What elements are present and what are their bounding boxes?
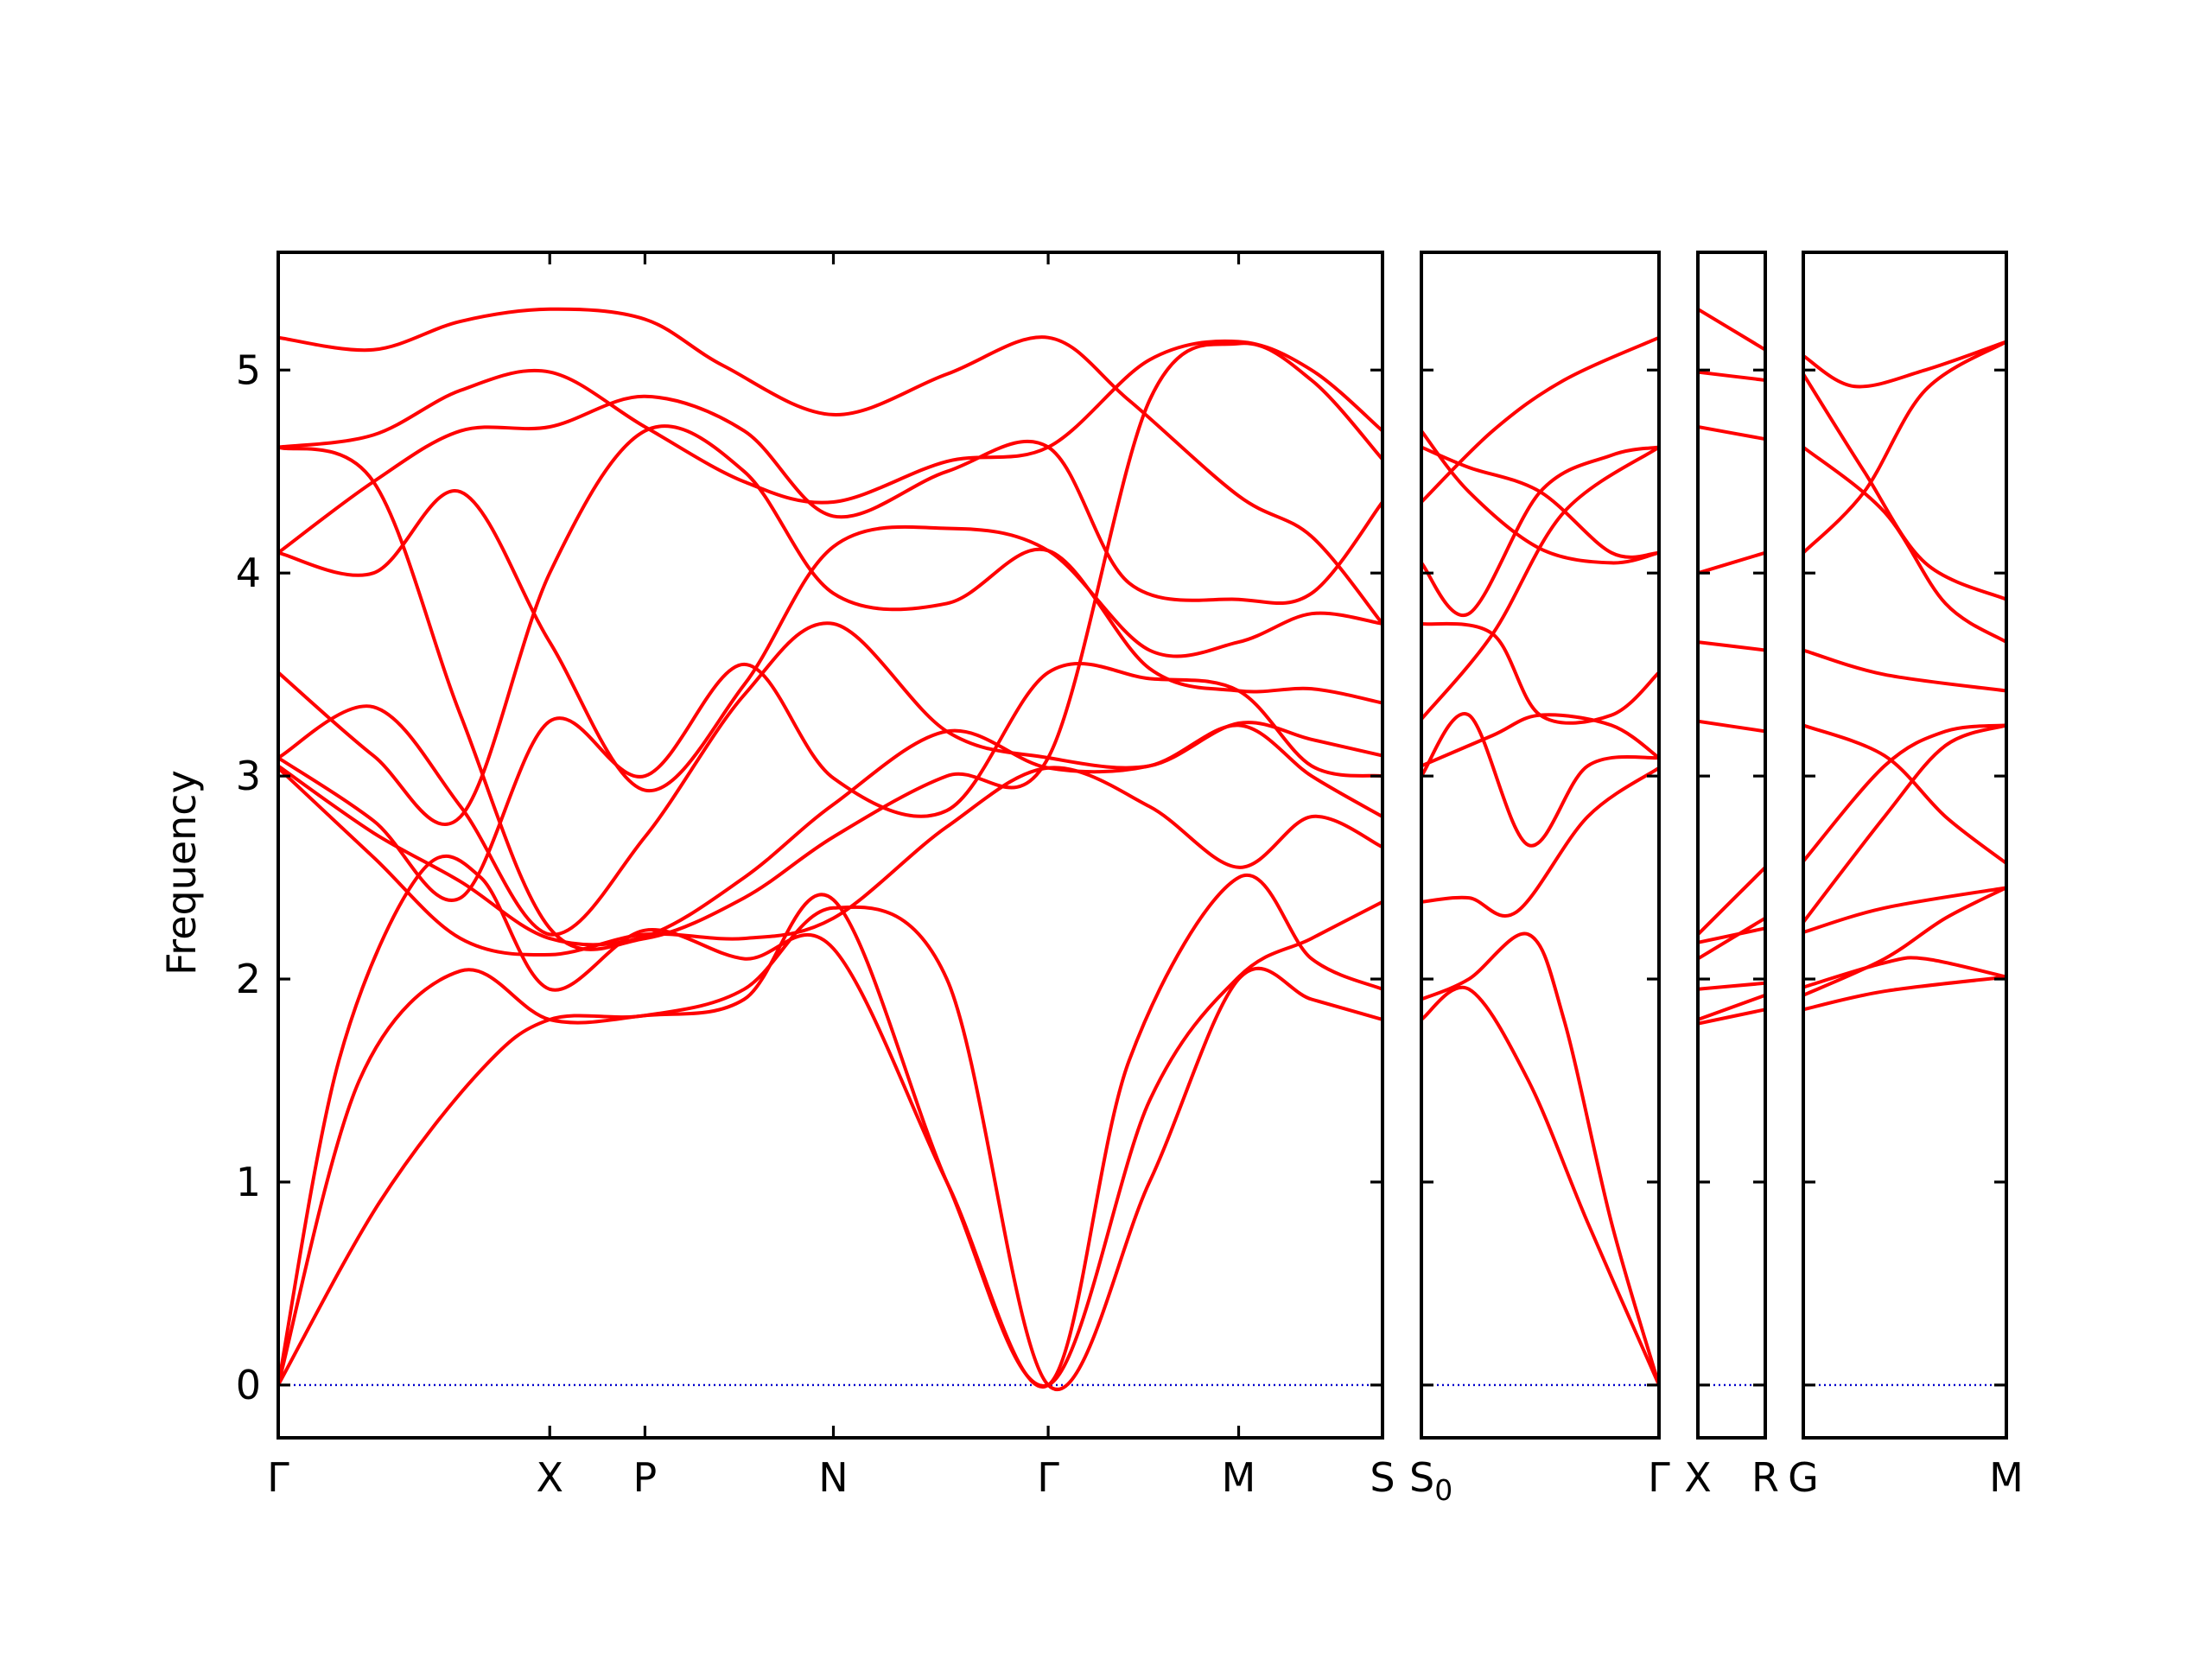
panel-frame xyxy=(1420,251,1661,1440)
y-tick-label: 0 xyxy=(236,1362,261,1408)
bands-p4 xyxy=(1803,340,2006,1012)
band-line-8 xyxy=(1421,712,1659,848)
panel-frame xyxy=(1802,251,2008,1440)
band-line-2 xyxy=(278,339,1382,505)
band-line-11 xyxy=(1698,993,1765,1021)
x-tick-label: X xyxy=(1684,1454,1712,1501)
band-line-8 xyxy=(1803,723,2006,925)
panel-frame xyxy=(276,251,1384,1440)
band-line-6 xyxy=(278,424,1382,826)
panel-2: S0 Γ xyxy=(1409,251,1670,1507)
band-line-12 xyxy=(1803,975,2006,1012)
band-line-5 xyxy=(278,488,1382,792)
band-line-1 xyxy=(1698,307,1765,352)
band-line-9 xyxy=(278,723,1382,947)
x-tick-label: P xyxy=(633,1454,658,1501)
y-tick-label: 5 xyxy=(236,346,261,393)
band-line-6 xyxy=(1421,445,1659,721)
bands-p3 xyxy=(1698,307,1765,1026)
band-line-4 xyxy=(1698,550,1765,575)
band-line-3 xyxy=(278,341,1382,951)
band-line-2 xyxy=(1698,370,1765,382)
band-line-2 xyxy=(1803,372,2006,601)
x-tick-label: N xyxy=(818,1454,848,1501)
band-line-9 xyxy=(1421,766,1659,918)
band-line-10 xyxy=(278,766,1382,957)
band-line-5 xyxy=(1698,640,1765,652)
band-line-12 xyxy=(278,893,1382,1388)
x-tick-label: R xyxy=(1751,1454,1779,1501)
band-line-4 xyxy=(1803,340,2006,555)
x-tick-label: S xyxy=(1370,1454,1395,1501)
band-line-3 xyxy=(1803,445,2006,645)
x-tick-label: Γ xyxy=(1037,1454,1059,1501)
x-tick-label: Γ xyxy=(1648,1454,1670,1501)
x-tick-label: G xyxy=(1788,1454,1819,1501)
x-tick-label: S0 xyxy=(1409,1454,1452,1507)
band-line-3 xyxy=(1698,425,1765,442)
x-tick-label: M xyxy=(1989,1454,2024,1501)
band-line-7 xyxy=(1421,713,1659,768)
band-line-11 xyxy=(1803,886,2006,997)
y-axis-label: Frequency xyxy=(158,770,205,976)
y-tick-label: 4 xyxy=(236,550,261,596)
y-tick-label: 1 xyxy=(236,1159,261,1205)
band-line-3 xyxy=(1421,429,1659,565)
band-line-7 xyxy=(1698,865,1765,937)
band-line-5 xyxy=(1803,648,2006,693)
band-line-6 xyxy=(1698,719,1765,734)
band-line-13 xyxy=(278,905,1382,1391)
bands-p2 xyxy=(1421,335,1659,1387)
band-line-10 xyxy=(1803,956,2006,989)
x-tick-label: X xyxy=(536,1454,563,1501)
band-line-1 xyxy=(1421,335,1659,504)
band-line-1 xyxy=(1803,340,2006,389)
band-line-6 xyxy=(1803,723,2006,866)
y-tick-label: 2 xyxy=(236,956,261,1002)
band-line-10 xyxy=(1698,981,1765,991)
x-tick-label: M xyxy=(1222,1454,1256,1501)
band-line-8 xyxy=(278,662,1382,902)
panel-1: Γ X P N Γ M S 0 1 2 3 4 5 xyxy=(236,251,1395,1501)
band-line-11 xyxy=(1421,985,1659,1387)
band-line-10 xyxy=(1421,931,1659,1387)
y-tick-label: 3 xyxy=(236,753,261,799)
band-line-9 xyxy=(1698,916,1765,961)
bands-p1 xyxy=(278,307,1382,1391)
band-line-7 xyxy=(1803,723,2006,863)
band-line-9 xyxy=(1803,886,2006,934)
band-line-5 xyxy=(1421,621,1659,725)
band-line-8 xyxy=(1698,926,1765,944)
band-line-4 xyxy=(278,394,1382,605)
band-line-2 xyxy=(1421,445,1659,559)
panel-frame xyxy=(1696,251,1767,1440)
band-line-12 xyxy=(1698,1007,1765,1026)
band-line-11 xyxy=(278,855,1382,1389)
band-line-4 xyxy=(1421,445,1659,618)
x-tick-label: Γ xyxy=(267,1454,289,1501)
band-line-1 xyxy=(278,307,1382,626)
